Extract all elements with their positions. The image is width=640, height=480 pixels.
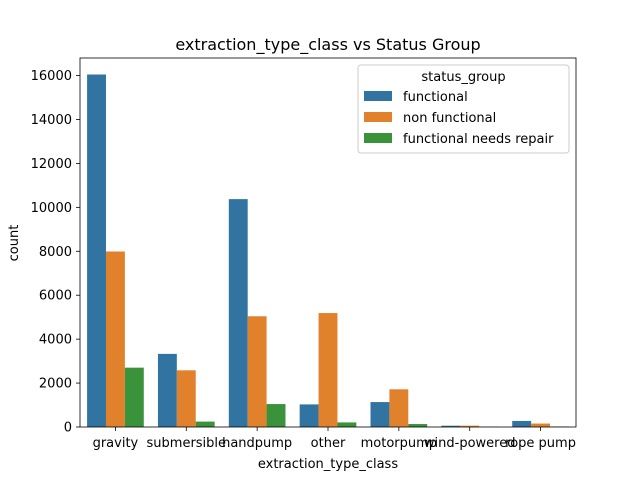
bar-non-functional-wind-powered [460,425,480,427]
y-tick-label: 12000 [31,157,72,172]
bar-functional-motorpump [370,402,390,427]
bar-non-functional-other [318,313,338,427]
y-tick-label: 10000 [31,201,72,216]
y-tick-label: 8000 [39,245,72,260]
bar-functional-rope pump [512,420,532,427]
y-axis-ticks: 0 2000 4000 6000 8000 10000 12000 14000 16000 [31,69,80,436]
x-tick-label: handpump [222,436,292,451]
x-tick-label: wind-powered [424,436,516,451]
legend-swatch [364,133,392,143]
bar-functional-gravity [87,74,106,427]
y-axis-label: count [7,225,22,262]
legend: status_group functional non functional func… [357,64,570,154]
chart-title: extraction_type_class vs Status Group [175,35,480,55]
bar-non-functional-submersible [176,370,196,427]
x-tick-label: other [311,436,346,451]
y-tick-label: 14000 [31,113,72,128]
bar-non-functional-rope pump [531,423,551,427]
bar-functional-needs-repair-gravity [124,367,144,427]
y-tick-label: 6000 [39,289,72,304]
bar-non-functional-gravity [105,251,125,427]
x-tick-label: motorpump [361,436,437,451]
legend-box [357,64,570,154]
legend-swatch [364,112,392,122]
bar-non-functional-motorpump [389,389,409,427]
y-tick-label: 4000 [39,333,72,348]
bar-functional-submersible [157,353,177,427]
legend-entry: functional needs repair [403,132,554,147]
bar-functional-handpump [228,199,248,427]
bar-functional-needs-repair-other [337,422,357,427]
y-tick-label: 16000 [31,69,72,84]
x-tick-label: rope pump [505,436,576,451]
bar-functional-needs-repair-motorpump [408,424,428,427]
x-axis-label: extraction_type_class [258,457,398,472]
bar-non-functional-handpump [247,316,267,427]
legend-entry: functional [403,90,468,105]
x-tick-label: gravity [93,436,139,451]
x-tick-label: submersible [147,436,227,451]
plot-frame [79,57,577,428]
y-tick-label: 0 [64,421,72,436]
legend-swatch [364,91,392,101]
legend-entry: non functional [403,111,496,126]
bar-functional-other [299,404,319,427]
bar-functional-needs-repair-submersible [195,421,215,427]
y-tick-label: 2000 [39,377,72,392]
legend-title: status_group [421,70,505,85]
bar-functional-needs-repair-handpump [266,404,286,427]
bar-functional-wind-powered [441,425,461,427]
